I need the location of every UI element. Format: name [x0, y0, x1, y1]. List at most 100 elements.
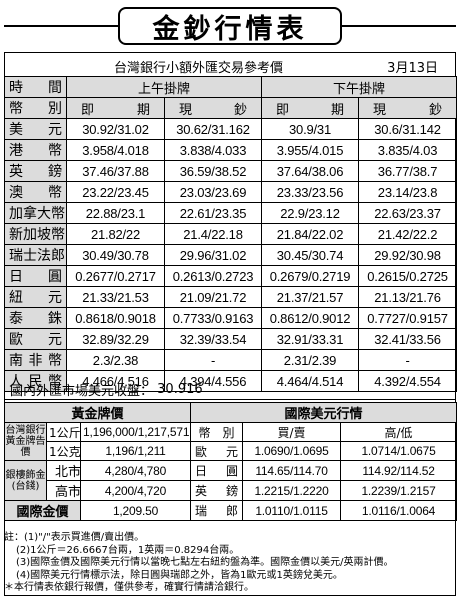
pm-label: 下午掛牌 [261, 76, 458, 98]
intl-currency: 歐元 [190, 441, 244, 461]
pm-spot-label: 即期 [261, 97, 360, 119]
fx-currency: 歐元 [4, 328, 67, 350]
footnote: 註：(1)"/"表示買進價/賣出價。 [4, 532, 145, 543]
intl-currency: 瑞郎 [190, 500, 244, 521]
fx-row: 紐元 21.33/21.53 21.09/21.72 21.37/21.57 21.13… [4, 286, 458, 308]
am-spot-rate: 0.8618/0.9018 [66, 307, 165, 329]
footnotes: 註：(1)"/"表示買進價/賣出價。 (2)1公斤＝26.6667台兩，1英兩＝… [4, 532, 456, 595]
pm-spot-rate: 3.955/4.015 [261, 139, 360, 161]
pm-cash-rate: 3.835/4.03 [358, 139, 458, 161]
title-rule-right [342, 25, 456, 27]
am-cash-rate: 29.96/31.02 [163, 244, 263, 266]
am-spot-rate: 37.46/37.88 [66, 160, 165, 182]
am-spot-rate: 22.88/23.1 [66, 202, 165, 224]
pm-cash-rate: 32.41/33.56 [358, 328, 458, 350]
pm-spot-rate: 30.9/31 [261, 118, 360, 140]
pm-cash-rate: 0.2615/0.2725 [358, 265, 458, 287]
pm-cash-rate: 4.392/4.554 [358, 370, 458, 392]
fx-row: 加拿大幣 22.88/23.1 22.61/23.35 22.9/23.12 22.63… [4, 202, 458, 224]
fx-currency: 瑞士法郎 [4, 244, 67, 266]
pm-cash-rate: 23.14/23.8 [358, 181, 458, 203]
intl-highlow: 1.0714/1.0675 [340, 441, 458, 461]
bottom-header-row: 黃金牌價 國際美元行情 [3, 402, 458, 423]
pm-spot-rate: 22.9/23.12 [261, 202, 360, 224]
fx-header-row-time: 時 間 上午掛牌 下午掛牌 [4, 76, 458, 98]
usd-close-label: 國內外匯市場美元收盤： [10, 384, 154, 399]
intl-highlow: 1.0116/1.0064 [340, 500, 458, 521]
am-cash-rate: 30.62/31.162 [163, 118, 263, 140]
am-cash-rate: - [163, 349, 263, 371]
pm-cash-rate: 30.6/31.142 [358, 118, 458, 140]
am-spot-rate: 30.92/31.02 [66, 118, 165, 140]
fx-currency: 新加坡幣 [4, 223, 67, 245]
bottom-row-3: 銀樓飾金(台錢) 北市 4,280/4,780 日圓 114.65/114.70… [4, 460, 458, 501]
pm-cash-rate: 29.92/30.98 [358, 244, 458, 266]
city-gold-price: 4,200/4,720 [79, 480, 192, 501]
pm-cash-rate: 21.13/21.76 [358, 286, 458, 308]
intl-currency: 英鎊 [190, 480, 244, 501]
fx-currency: 日圓 [4, 265, 67, 287]
am-cash-rate: 22.61/23.35 [163, 202, 263, 224]
city-name: 北市 [46, 460, 81, 481]
am-spot-rate: 3.958/4.018 [66, 139, 165, 161]
pm-cash-label: 現鈔 [358, 97, 458, 119]
bottom-row-4: 高市 4,200/4,720 英鎊 1.2215/1.2220 1.2239/1… [5, 480, 458, 501]
pm-spot-rate: 32.91/33.31 [261, 328, 360, 350]
fx-currency: 港幣 [4, 139, 67, 161]
intl-buysell: 114.65/114.70 [242, 460, 342, 481]
am-label: 上午掛牌 [65, 76, 263, 98]
usd-close-value: 30.916 [157, 382, 203, 397]
pm-cash-rate: 0.7727/0.9157 [358, 307, 458, 329]
intl-gold-label: 國際金價 [4, 500, 81, 521]
fx-currency: 澳幣 [4, 181, 67, 203]
fx-row: 歐元 32.89/32.29 32.39/33.54 32.91/33.31 32.41… [4, 328, 458, 350]
fx-header-row-currency: 幣 別 即期 現鈔 即期 現鈔 [4, 97, 458, 119]
footnote: (4)國際美元行情標示法，除日圓與瑞郎之外，皆為1歐元或1英鎊兌美元。 [16, 569, 343, 581]
page-title: 金鈔行情表 [118, 7, 342, 45]
intl-usd-header: 國際美元行情 [190, 402, 458, 423]
am-cash-rate: 3.838/4.033 [163, 139, 263, 161]
gold-price: 1,196,000/1,217,571 [79, 422, 192, 442]
gold-unit: 1公克 [46, 441, 81, 461]
city-gold-price: 4,280/4,780 [79, 460, 192, 481]
pm-cash-rate: 21.42/22.2 [358, 223, 458, 245]
fx-currency: 紐元 [4, 286, 67, 308]
city-name: 高市 [46, 480, 81, 501]
fx-row: 南非幣 2.3/2.38-2.31/2.39- [4, 349, 458, 371]
am-spot-rate: 2.3/2.38 [66, 349, 165, 371]
fx-row: 泰銖 0.8618/0.9018 0.7733/0.9163 0.8612/0.901… [4, 307, 458, 329]
intl-buysell: 1.0690/1.0695 [242, 441, 342, 461]
fx-currency: 泰銖 [4, 307, 67, 329]
fx-rate-table: 時 間 上午掛牌 下午掛牌 幣 別 即期 現鈔 即期 現鈔 美元 30.92/31… [4, 76, 458, 392]
bottom-row-1: 台灣銀行黃金牌告價 1公斤 1,196,000/1,217,571 幣 別 買/… [4, 422, 458, 461]
bottom-row-2: 1公克 1,196/1,211 歐元 1.0690/1.0695 1.0714/… [5, 441, 458, 461]
pm-cash-rate: 36.77/38.7 [358, 160, 458, 182]
am-cash-rate: 23.03/23.69 [163, 181, 263, 203]
quote-date: 3月13日 [387, 61, 438, 76]
intl-highlow: 114.92/114.52 [340, 460, 458, 481]
title-rule-left [4, 25, 118, 27]
pm-cash-rate: 22.63/23.37 [358, 202, 458, 224]
bottom-row-5: 國際金價 1,209.50 瑞郎 1.0110/1.0115 1.0116/1.… [4, 500, 458, 521]
fx-row: 人民幣 4.466/4.516 4.394/4.556 4.464/4.514 4.39… [4, 370, 458, 392]
footnote: (2)1公斤＝26.6667台兩，1英兩＝0.8294台兩。 [16, 544, 240, 556]
usd-close-line: 國內外匯市場美元收盤： 30.916 [4, 380, 456, 400]
am-cash-rate: 32.39/33.54 [163, 328, 263, 350]
subtitle-bar: 台灣銀行小額外匯交易參考價 3月13日 [4, 52, 456, 76]
pm-spot-rate: 37.64/38.06 [261, 160, 360, 182]
quote-page: 金鈔行情表 台灣銀行小額外匯交易參考價 3月13日 時 間 上午掛牌 下午掛牌 … [3, 4, 458, 596]
subtitle: 台灣銀行小額外匯交易參考價 [114, 61, 284, 76]
pm-spot-rate: 21.84/22.02 [261, 223, 360, 245]
time-label: 時 間 [4, 76, 67, 98]
am-cash-rate: 0.2613/0.2723 [163, 265, 263, 287]
am-cash-label: 現鈔 [163, 97, 263, 119]
intl-col-buysell: 買/賣 [242, 422, 342, 442]
am-spot-rate: 23.22/23.45 [66, 181, 165, 203]
intl-col-highlow: 高/低 [340, 422, 458, 442]
currency-label: 幣 別 [4, 97, 67, 119]
pm-spot-rate: 2.31/2.39 [261, 349, 360, 371]
fx-row: 澳幣 23.22/23.45 23.03/23.69 23.33/23.56 23.14… [4, 181, 458, 203]
am-spot-rate: 4.466/4.516 [66, 370, 165, 392]
jewelry-gold-label: 銀樓飾金(台錢) [4, 460, 47, 501]
fx-row: 日圓 0.2677/0.2717 0.2613/0.2723 0.2679/0.271… [4, 265, 458, 287]
